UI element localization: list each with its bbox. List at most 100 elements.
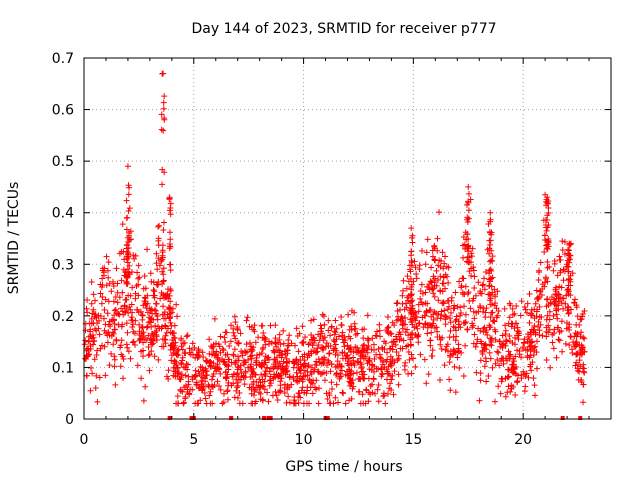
data-point [505, 373, 512, 380]
data-point [217, 370, 224, 377]
data-point [481, 286, 488, 293]
data-point [495, 383, 502, 390]
data-point [129, 317, 136, 324]
data-point [146, 367, 153, 374]
data-point [262, 368, 269, 375]
data-point [579, 313, 586, 320]
data-point [124, 329, 131, 336]
data-point [125, 245, 132, 252]
data-point [528, 331, 535, 338]
data-point [346, 367, 353, 374]
data-point [259, 396, 266, 403]
data-point [125, 348, 132, 355]
data-point [233, 387, 240, 394]
data-point [571, 343, 578, 350]
data-point [219, 400, 226, 407]
data-point [380, 393, 387, 400]
data-point [86, 333, 93, 340]
data-point [482, 309, 489, 316]
data-point [384, 390, 391, 397]
data-point [399, 300, 406, 307]
data-point [545, 237, 552, 244]
data-point [384, 324, 391, 331]
data-point [251, 322, 258, 329]
data-point [192, 354, 199, 361]
data-point [404, 294, 411, 301]
data-point [487, 209, 494, 216]
data-point [404, 326, 411, 333]
data-point [506, 314, 513, 321]
data-point [524, 300, 531, 307]
data-point [225, 379, 232, 386]
data-point [408, 225, 415, 232]
data-point [465, 245, 472, 252]
data-point [579, 311, 586, 318]
data-point [267, 373, 274, 380]
data-point [464, 214, 471, 221]
data-point [437, 315, 444, 322]
data-point [139, 312, 146, 319]
data-point [448, 294, 455, 301]
data-point [397, 331, 404, 338]
data-point [199, 367, 206, 374]
data-point [397, 306, 404, 313]
data-point [200, 353, 207, 360]
data-point [159, 268, 166, 275]
data-point [486, 297, 493, 304]
data-point [408, 257, 415, 264]
data-point [220, 347, 227, 354]
data-point [274, 397, 281, 404]
data-point [361, 341, 368, 348]
data-point [408, 319, 415, 326]
data-point [228, 382, 235, 389]
data-point [433, 310, 440, 317]
data-point [249, 352, 256, 359]
data-point [177, 388, 184, 395]
data-point [182, 364, 189, 371]
data-point [309, 390, 316, 397]
data-point [441, 307, 448, 314]
data-point [158, 256, 165, 263]
data-point [106, 362, 113, 369]
data-point [155, 255, 162, 262]
data-point [209, 373, 216, 380]
data-point [499, 332, 506, 339]
zero-marker [167, 416, 172, 420]
data-point [345, 346, 352, 353]
data-point [465, 190, 472, 197]
data-point [131, 255, 138, 262]
data-point [234, 382, 241, 389]
data-point [171, 330, 178, 337]
data-point [133, 283, 140, 290]
data-point [210, 360, 217, 367]
data-point [282, 365, 289, 372]
data-point [427, 278, 434, 285]
data-point [392, 341, 399, 348]
data-point [167, 211, 174, 218]
data-point [452, 389, 459, 396]
data-point [304, 368, 311, 375]
data-point [435, 262, 442, 269]
data-point [296, 390, 303, 397]
data-point [445, 279, 452, 286]
data-point [217, 386, 224, 393]
data-point [226, 343, 233, 350]
data-point [450, 346, 457, 353]
data-point [417, 351, 424, 358]
data-point [104, 339, 111, 346]
data-point [477, 288, 484, 295]
data-point [365, 357, 372, 364]
data-point [403, 285, 410, 292]
data-point [534, 338, 541, 345]
data-point [546, 308, 553, 315]
data-point [198, 387, 205, 394]
data-point [167, 329, 174, 336]
data-point [262, 341, 269, 348]
data-point [441, 362, 448, 369]
data-point [418, 299, 425, 306]
data-point [544, 258, 551, 265]
data-point [574, 313, 581, 320]
data-point [424, 330, 431, 337]
data-point [376, 327, 383, 334]
data-point [521, 340, 528, 347]
